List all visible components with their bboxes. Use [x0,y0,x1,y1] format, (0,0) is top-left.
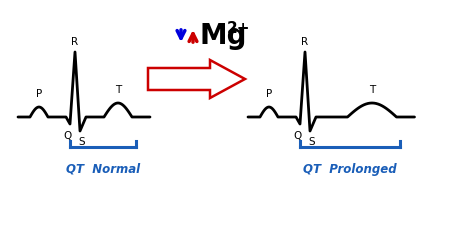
Text: P: P [266,89,272,99]
Text: Q: Q [64,131,72,141]
Text: S: S [309,137,315,147]
Text: QT  Prolonged: QT Prolonged [303,163,397,176]
Text: S: S [79,137,85,147]
Text: T: T [115,85,121,95]
Text: Mg: Mg [200,22,247,50]
Text: R: R [72,37,79,47]
Text: QT  Normal: QT Normal [66,163,140,176]
Text: Q: Q [294,131,302,141]
Text: T: T [369,85,375,95]
Text: R: R [301,37,309,47]
Text: 2+: 2+ [227,20,251,36]
Text: P: P [36,89,42,99]
